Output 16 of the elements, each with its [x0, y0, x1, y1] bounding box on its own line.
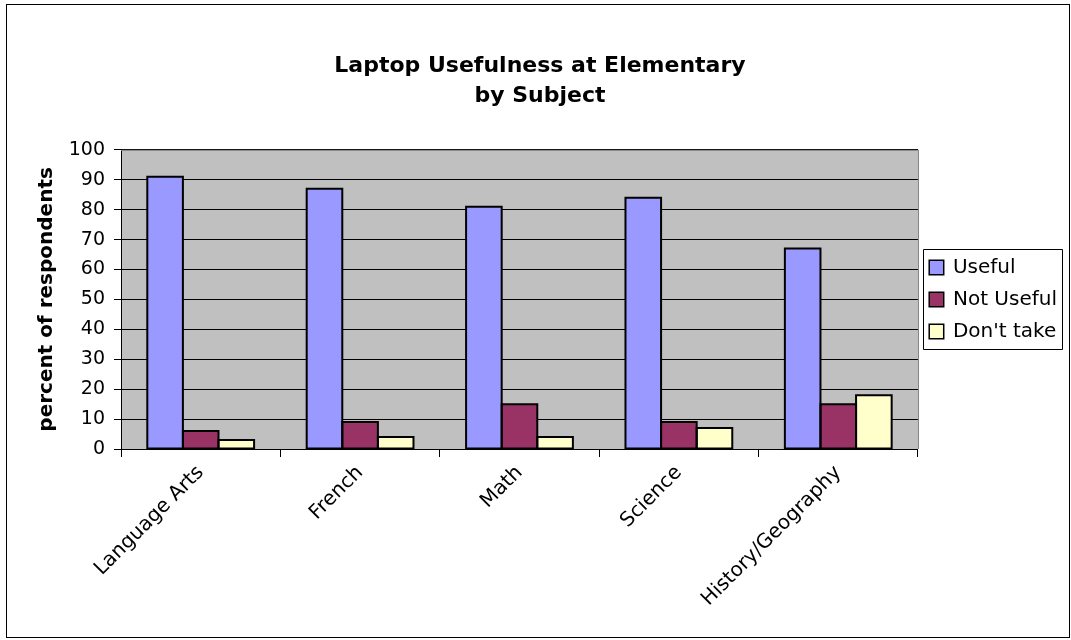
y-tick-label: 30: [80, 346, 105, 369]
chart-title: Laptop Usefulness at Elementary by Subject: [334, 51, 746, 107]
y-tick-label: 60: [80, 256, 105, 279]
y-tick-label: 100: [68, 136, 105, 159]
y-tick-label: 80: [80, 196, 105, 219]
y-tick-label: 0: [92, 435, 105, 458]
legend-label: Not Useful: [952, 285, 1058, 310]
y-tick-label: 90: [80, 166, 105, 189]
legend-label: Don't take: [952, 317, 1057, 342]
y-tick-label: 70: [80, 226, 105, 249]
y-tick-label: 20: [80, 376, 105, 399]
y-tick-label: 50: [80, 286, 105, 309]
legend-label: Useful: [952, 253, 1016, 278]
y-axis-title: percent of respondents: [33, 167, 58, 432]
y-tick-label: 40: [80, 316, 105, 339]
y-tick-label: 10: [80, 406, 105, 429]
